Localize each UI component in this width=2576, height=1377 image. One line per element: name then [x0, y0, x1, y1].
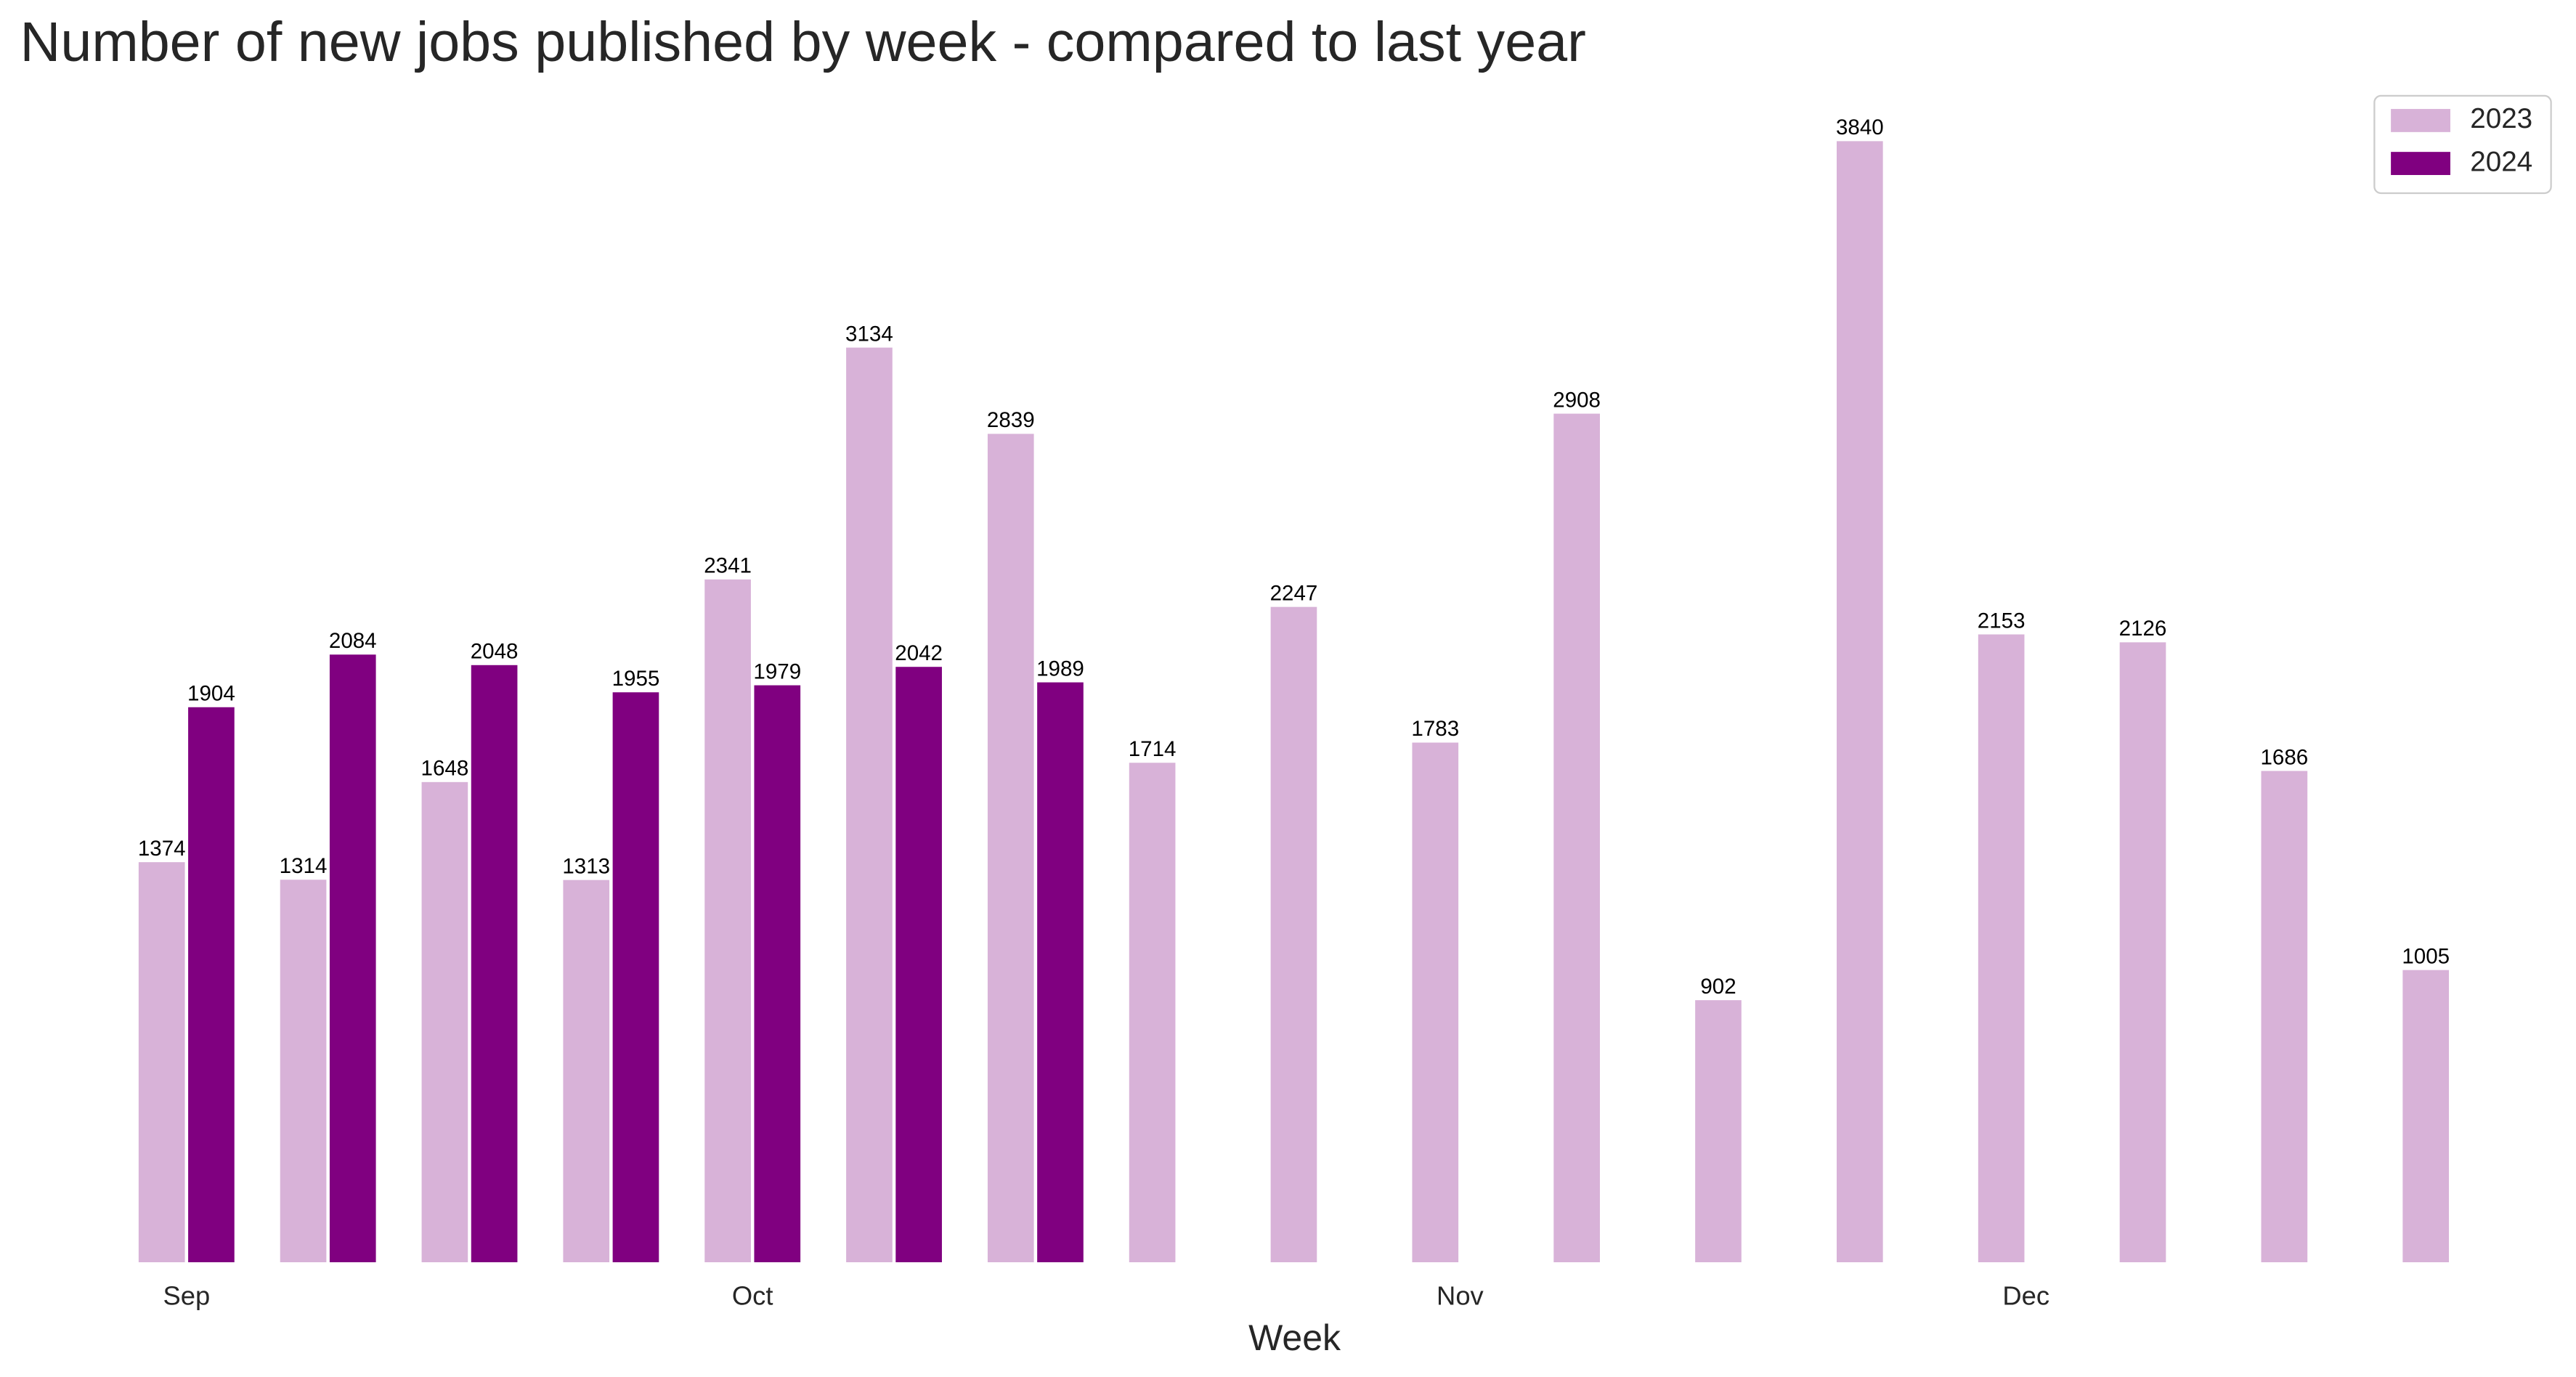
bar — [844, 346, 895, 1264]
bar — [1410, 741, 1460, 1264]
bar — [186, 705, 237, 1264]
bar — [2259, 769, 2309, 1264]
bar — [1127, 760, 1177, 1264]
bar — [986, 432, 1036, 1264]
x-tick-label: Nov — [1437, 1280, 1484, 1310]
legend-label: 2023 — [2470, 103, 2532, 134]
data-label: 1686 — [2260, 745, 2308, 769]
bar — [328, 653, 378, 1264]
data-label: 1783 — [1411, 717, 1459, 741]
legend-label: 2024 — [2470, 146, 2532, 177]
data-label: 3840 — [1836, 115, 1884, 139]
bar — [420, 780, 470, 1264]
bar — [137, 860, 187, 1264]
data-label: 2247 — [1270, 581, 1318, 605]
data-label: 2839 — [987, 408, 1035, 432]
data-label: 1005 — [2402, 944, 2450, 968]
bar — [1269, 605, 1319, 1264]
data-label: 2908 — [1553, 388, 1601, 412]
data-label: 2084 — [329, 629, 377, 653]
data-label: 2341 — [704, 554, 752, 578]
bar — [561, 878, 612, 1264]
bar — [1976, 633, 2026, 1264]
bar — [2401, 968, 2451, 1264]
bar — [1035, 681, 1086, 1264]
x-tick-label: Dec — [2002, 1280, 2049, 1310]
data-label: 1714 — [1129, 737, 1177, 761]
data-label: 902 — [1700, 975, 1736, 999]
legend-swatch — [2391, 109, 2450, 132]
legend-swatch — [2391, 152, 2450, 175]
data-label: 1979 — [753, 659, 801, 683]
x-axis-label: Week — [1248, 1317, 1341, 1358]
x-tick-label: Oct — [732, 1280, 773, 1310]
bar — [1835, 139, 1885, 1264]
data-label: 2048 — [471, 640, 519, 664]
x-tick-label: Sep — [163, 1280, 210, 1310]
bar — [469, 663, 519, 1264]
bar — [894, 665, 944, 1264]
data-label: 1374 — [138, 837, 186, 861]
chart-title: Number of new jobs published by week - c… — [20, 11, 1586, 73]
data-label: 1955 — [612, 667, 660, 691]
data-label: 1989 — [1036, 657, 1084, 681]
bar — [2118, 641, 2168, 1264]
data-label: 1313 — [562, 854, 610, 878]
data-label: 2042 — [895, 641, 943, 665]
data-label: 1904 — [187, 682, 235, 706]
bar — [702, 577, 753, 1264]
data-label: 3134 — [845, 322, 893, 346]
data-label: 1648 — [421, 757, 469, 781]
bar — [1552, 412, 1602, 1264]
bar — [1693, 998, 1744, 1264]
bar — [752, 683, 803, 1264]
data-label: 1314 — [280, 854, 328, 878]
data-label: 2153 — [1978, 609, 2026, 633]
bar — [611, 690, 661, 1264]
data-label: 2126 — [2119, 617, 2167, 641]
bar — [278, 878, 328, 1264]
